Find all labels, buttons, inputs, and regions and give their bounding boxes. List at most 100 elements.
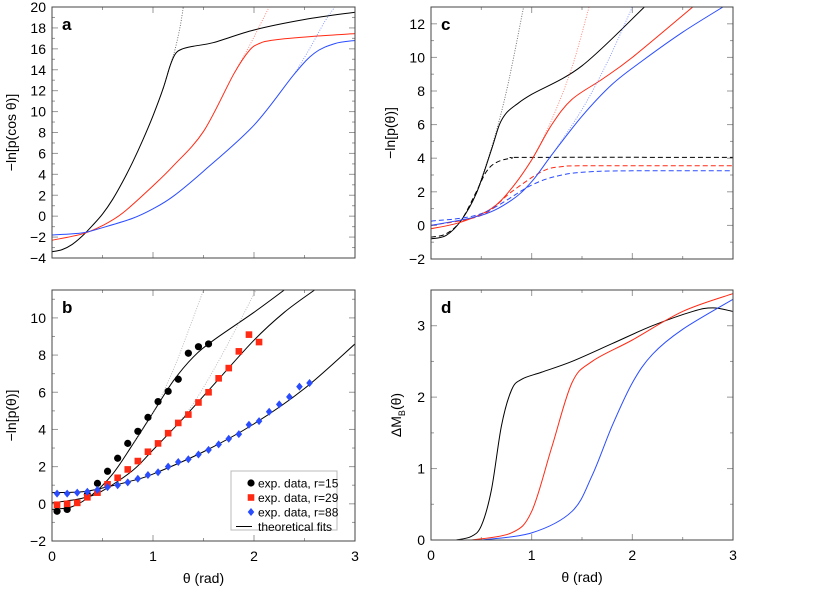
series-r88-solid [52, 39, 355, 236]
data-point-square [134, 457, 142, 465]
panel-label: a [62, 15, 72, 34]
x-tick-label: 1 [528, 547, 536, 563]
data-point-diamond [255, 417, 263, 426]
y-tick-label: 2 [417, 389, 425, 405]
data-point-diamond [104, 483, 111, 492]
y-tick-label: 4 [38, 421, 46, 437]
y-tick-label: 6 [38, 384, 46, 400]
y-tick-label: 16 [30, 41, 46, 57]
legend-marker-square [247, 494, 255, 501]
data-point-square [73, 499, 81, 507]
y-axis-label: −ln[p(cos θ)] [3, 94, 19, 171]
y-tick-label: 20 [30, 0, 46, 15]
plot-frame [430, 6, 734, 260]
data-point-diamond [94, 485, 101, 494]
data-point-diamond [245, 420, 253, 429]
data-point-circle [144, 413, 152, 421]
series-r88-dotted [551, 7, 633, 156]
series-r15-dotted [475, 7, 525, 194]
series-r15-dotted [162, 7, 184, 89]
y-tick-label: 8 [417, 83, 425, 99]
y-tick-label: 18 [30, 20, 46, 36]
plot-frame [430, 289, 734, 541]
data-point-circle [114, 454, 122, 462]
data-point-diamond [185, 455, 192, 464]
y-tick-label: −2 [30, 533, 46, 549]
data-point-square [84, 494, 91, 501]
data-point-diamond [144, 470, 152, 479]
y-tick-label: 8 [38, 125, 46, 141]
y-tick-label: 2 [38, 459, 46, 475]
data-point-diamond [53, 489, 61, 498]
data-point-diamond [124, 478, 132, 487]
data-point-square [195, 399, 202, 406]
y-tick-label: 10 [409, 49, 425, 65]
series-r88-solid [481, 298, 733, 540]
series-r29-dotted [511, 7, 590, 189]
data-point-diamond [73, 488, 81, 497]
legend-entry: exp. data, r=15 [258, 477, 339, 491]
data-point-diamond [134, 474, 142, 483]
data-point-square [174, 419, 182, 427]
data-point-circle [154, 397, 162, 406]
data-point-square [255, 338, 263, 346]
y-tick-label: 0 [417, 532, 425, 548]
data-point-circle [164, 387, 172, 395]
y-axis-label: −ln[p(θ)] [382, 107, 398, 159]
series-r88-dotted [294, 7, 336, 75]
data-point-diamond [275, 400, 283, 409]
y-tick-label: 1 [417, 461, 425, 477]
data-point-circle [174, 375, 182, 383]
series-r15-solid [52, 343, 355, 494]
data-point-square [124, 466, 132, 473]
y-tick-label: 0 [38, 208, 46, 224]
y-tick-label: 8 [38, 347, 46, 363]
x-tick-label: 0 [48, 548, 56, 564]
panel-label: b [62, 298, 72, 317]
y-tick-label: 10 [30, 310, 46, 326]
data-point-circle [134, 427, 142, 435]
data-point-circle [184, 349, 192, 357]
data-point-circle [63, 505, 71, 513]
x-tick-label: 3 [729, 547, 737, 563]
y-tick-label: 12 [30, 83, 46, 99]
series-grey-dotted [132, 290, 204, 445]
x-axis-label: θ (rad) [561, 569, 602, 585]
data-point-circle [53, 507, 61, 515]
y-tick-label: 14 [30, 62, 46, 78]
legend-entry: theoretical fits [258, 520, 332, 534]
series-r29-solid [52, 33, 355, 241]
series-r15-solid [52, 11, 355, 253]
data-point-circle [204, 340, 213, 348]
data-point-square [245, 331, 253, 338]
x-tick-label: 2 [250, 548, 258, 564]
data-point-square [235, 348, 243, 355]
data-point-diamond [114, 481, 121, 490]
y-tick-label: −2 [409, 251, 425, 267]
data-point-square [225, 364, 233, 372]
data-point-diamond [154, 468, 162, 477]
y-tick-label: 10 [30, 104, 46, 120]
x-tick-label: 0 [427, 547, 435, 563]
x-axis-label: θ (rad) [183, 570, 224, 586]
y-tick-label: 3 [417, 318, 425, 334]
x-tick-label: 1 [149, 548, 157, 564]
panel-label: d [441, 298, 451, 317]
data-point-circle [194, 343, 203, 351]
y-axis-label: ΔMB(θ) [388, 393, 407, 437]
y-axis-label: −ln[p(θ)] [3, 390, 19, 442]
y-tick-label: 12 [409, 16, 425, 32]
data-point-diamond [235, 430, 243, 439]
data-point-diamond [84, 487, 91, 496]
data-point-diamond [215, 440, 222, 449]
legend-marker-diamond [247, 508, 255, 516]
data-point-diamond [265, 407, 273, 416]
data-point-diamond [195, 450, 202, 459]
data-point-diamond [174, 457, 182, 466]
data-point-diamond [225, 434, 233, 443]
legend-entry: exp. data, r=29 [258, 491, 339, 505]
y-tick-label: −2 [30, 229, 46, 245]
